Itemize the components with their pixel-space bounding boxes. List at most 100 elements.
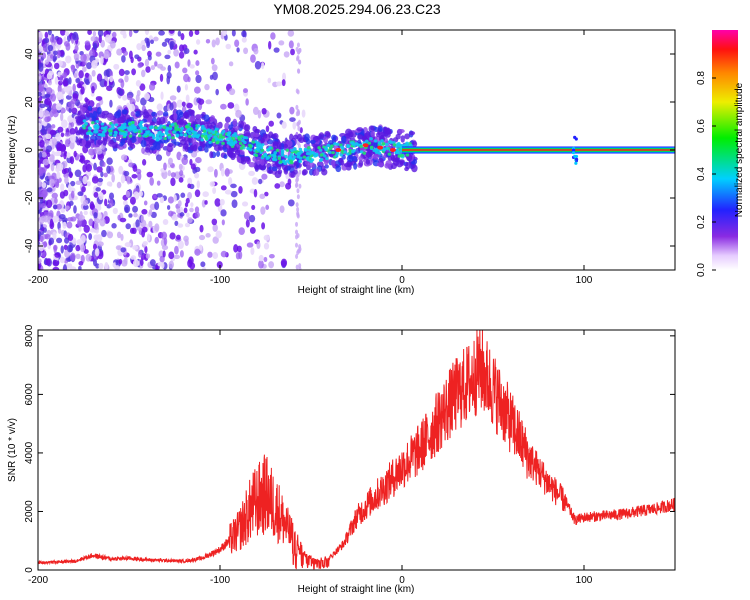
ridge-core-blob [82,119,87,123]
ridge-core-blob [364,139,369,143]
noise-blob [253,47,259,55]
ridge-core-blob [325,156,329,161]
noise-blob [133,212,138,218]
ridge-peak-blob [362,143,369,148]
noise-blob [54,76,59,85]
ridge-core-blob [187,127,191,132]
noise-blob [38,188,42,198]
noise-blob [265,204,270,210]
noise-blob [130,255,137,260]
noise-blob [70,190,75,199]
ridge-core-blob [213,135,217,139]
ridge-halo-blob [121,109,128,115]
noise-blob [241,30,247,37]
noise-blob [80,86,85,95]
noise-blob [268,120,274,127]
ridge-core-blob [266,148,270,152]
ridge-halo-blob [102,110,110,116]
noise-blob [93,211,98,219]
noise-blob [154,61,158,67]
ridge-halo-blob [281,163,288,171]
ridge-core-blob [93,124,97,129]
ridge-halo-blob [365,130,371,138]
noise-blob [47,106,52,112]
noise-blob [251,177,259,185]
noise-blob [66,244,74,253]
ridge-core-blob [314,152,319,156]
noise-blob [140,214,145,224]
ridge-core-blob [102,126,107,131]
noise-blob [241,36,247,43]
noise-blob [160,66,166,71]
noise-blob [44,31,49,39]
noise-blob [45,93,51,99]
noise-blob [296,176,300,182]
ridge-halo-blob [79,106,87,113]
noise-blob [295,264,299,270]
noise-blob [173,254,181,260]
ridge-core-blob [328,146,333,151]
noise-blob [60,132,65,138]
noise-blob [49,218,54,228]
noise-blob [38,49,41,58]
noise-blob [59,74,63,83]
colorbar-tick-label: 0.0 [696,263,707,277]
noise-blob [220,103,227,110]
noise-blob [185,197,190,204]
ridge-core-blob [359,145,363,149]
ridge-halo-blob [203,114,210,122]
noise-blob [214,198,221,207]
noise-blob [89,49,96,58]
noise-blob [97,241,104,247]
noise-blob [287,178,292,186]
noise-blob [296,188,300,194]
noise-blob [59,191,66,199]
noise-blob [246,242,254,248]
noise-blob [242,88,248,94]
ridge-core-blob [284,154,288,159]
ridge-core-blob [208,140,212,144]
noise-blob [211,64,218,72]
ridge-core-blob [204,136,209,141]
noise-blob [56,237,63,244]
noise-blob [113,63,120,70]
noise-blob [110,40,116,49]
ridge-core-blob [254,153,259,157]
noise-blob [298,246,302,252]
ridge-core-blob [143,132,148,137]
ridge-core-blob [93,130,97,134]
ridge-core-blob [280,153,285,157]
ridge-core-blob [211,139,216,143]
noise-blob [60,245,64,254]
ridge-halo-blob [174,141,181,146]
noise-blob [156,110,164,116]
ridge-halo-blob [190,115,196,122]
noise-blob [75,244,81,252]
noise-blob [102,161,106,168]
ridge-core-blob [227,136,232,141]
ridge-halo-blob [272,133,279,140]
spectrogram-x-label: Height of straight line (km) [298,285,415,296]
noise-blob [141,209,148,215]
ridge-halo-blob [225,116,231,123]
noise-blob [68,200,74,206]
ridge-halo-blob [358,159,364,167]
noise-blob [51,192,58,199]
ridge-core-blob [248,148,253,152]
noise-blob [267,77,272,84]
noise-blob [109,99,113,108]
noise-blob [254,60,262,70]
noise-blob [93,234,100,241]
ridge-core-blob [317,146,321,150]
noise-blob [75,180,82,185]
ridge-halo-blob [341,135,347,144]
ridge-halo-blob [376,132,381,138]
noise-blob [66,152,71,159]
noise-blob [231,199,238,209]
noise-blob [221,219,225,226]
noise-blob [122,94,128,101]
noise-blob [65,55,72,64]
noise-blob [268,40,272,50]
ridge-halo-blob [215,122,221,129]
ridge-core-blob [279,160,283,164]
